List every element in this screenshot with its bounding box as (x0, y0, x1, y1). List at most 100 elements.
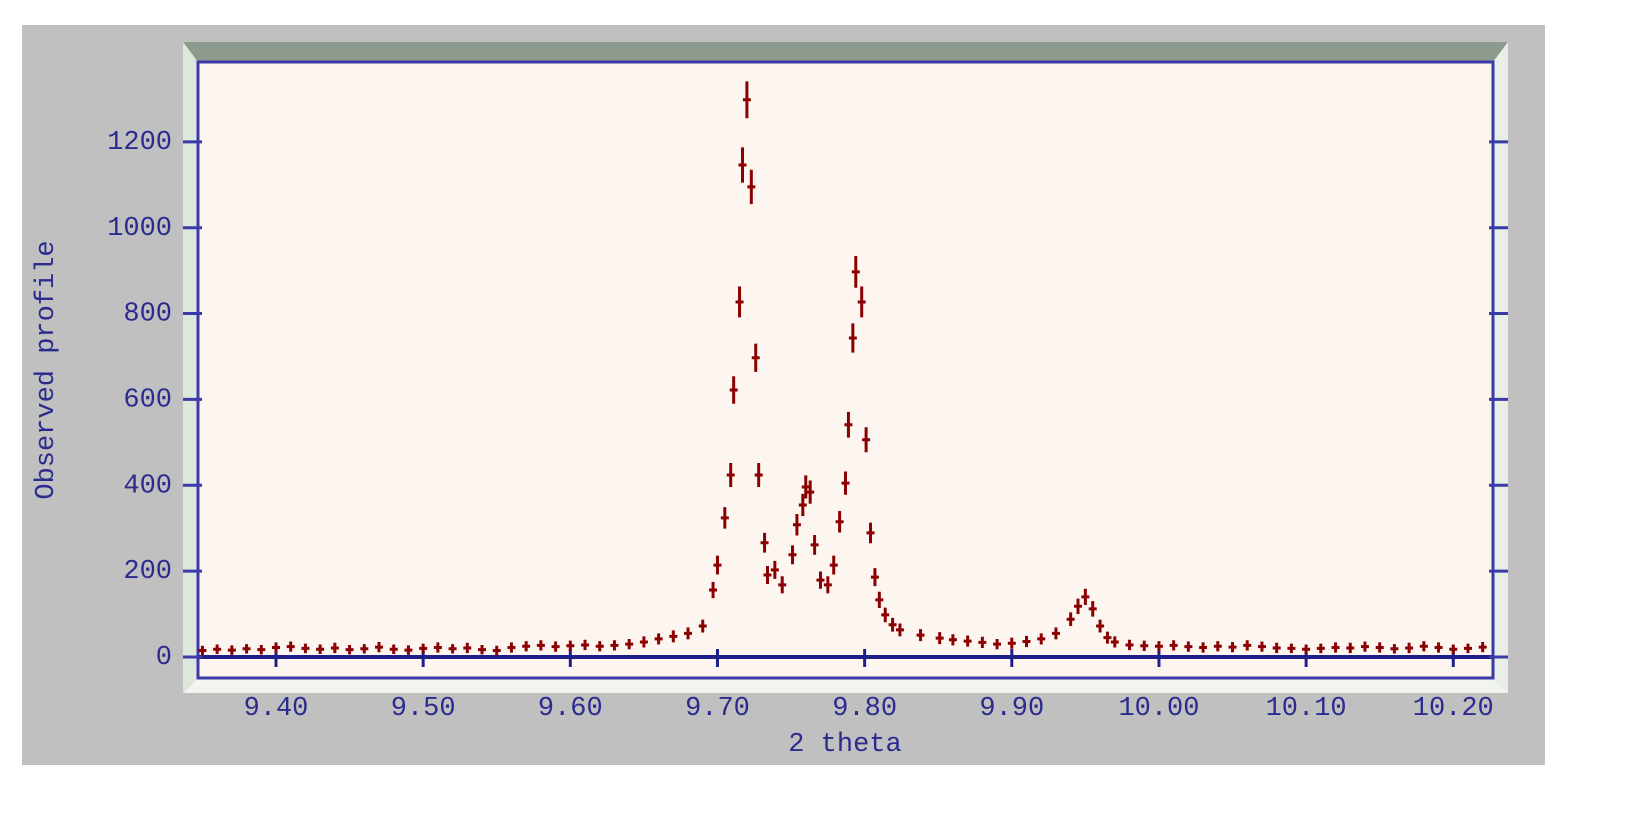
data-point (360, 644, 369, 654)
data-point (213, 644, 222, 654)
data-point (806, 480, 815, 504)
data-point (816, 571, 825, 589)
y-tick-label: 600 (123, 386, 172, 416)
data-point (829, 555, 838, 575)
x-tick-label: 10.10 (1266, 694, 1347, 724)
data-point (792, 514, 801, 536)
data-point (1390, 644, 1399, 654)
data-point (1110, 636, 1119, 648)
data-point (1199, 642, 1208, 653)
data-point (507, 642, 516, 653)
data-point (851, 256, 860, 288)
data-point (610, 640, 619, 651)
data-point (375, 641, 384, 653)
y-tick-label: 200 (123, 557, 172, 587)
data-point (1478, 641, 1487, 653)
data-point (566, 640, 575, 651)
data-point (1287, 643, 1296, 654)
data-point (1184, 641, 1193, 652)
data-point (778, 576, 787, 594)
data-point (729, 376, 738, 404)
data-point (875, 591, 884, 609)
data-point (1169, 640, 1178, 651)
data-point (1316, 643, 1325, 654)
data-point (433, 642, 442, 653)
data-point (801, 475, 810, 499)
data-point (1081, 588, 1090, 606)
data-point (1346, 642, 1355, 654)
data-point (684, 627, 693, 640)
data-point (848, 323, 857, 353)
data-point (798, 493, 807, 517)
frame-right (1493, 42, 1508, 693)
y-tick-label: 400 (123, 471, 172, 501)
data-point (1103, 631, 1112, 644)
y-tick-label: 1200 (107, 128, 172, 158)
data-point (835, 511, 844, 533)
data-point (625, 638, 634, 650)
x-axis-title: 2 theta (788, 730, 901, 760)
data-point (720, 507, 729, 529)
data-point (242, 644, 251, 654)
data-point (763, 565, 772, 584)
data-point (1066, 612, 1075, 627)
x-tick-label: 9.50 (391, 694, 456, 724)
data-point (698, 619, 707, 633)
data-point (1419, 641, 1428, 652)
data-point (448, 644, 457, 654)
data-point (1434, 642, 1443, 653)
data-point (935, 632, 944, 645)
data-point (463, 642, 472, 654)
data-point (595, 641, 604, 652)
x-tick-label: 9.90 (979, 694, 1044, 724)
x-tick-label: 9.60 (538, 694, 603, 724)
data-point (1375, 642, 1384, 653)
data-point (1007, 637, 1016, 649)
data-point (993, 638, 1002, 650)
data-point (823, 576, 832, 594)
data-point (948, 634, 957, 646)
data-point (419, 643, 428, 654)
data-point (916, 629, 925, 642)
data-point (1243, 640, 1252, 651)
data-point (1140, 640, 1149, 651)
data-point (963, 635, 972, 647)
data-point (760, 532, 769, 553)
data-point (522, 641, 531, 652)
data-point (1022, 635, 1031, 648)
data-point (1213, 641, 1222, 652)
data-point (1257, 641, 1266, 652)
data-point (735, 286, 744, 318)
data-point (1360, 641, 1369, 652)
frame-top (183, 42, 1508, 62)
x-tick-label: 9.40 (244, 694, 309, 724)
data-point (478, 644, 487, 655)
data-point (841, 471, 850, 495)
data-point (1154, 641, 1163, 652)
data-point (726, 462, 735, 487)
data-point (257, 644, 266, 655)
data-point (742, 81, 751, 119)
data-point (198, 645, 207, 656)
data-point (895, 623, 904, 637)
y-tick-label: 0 (156, 643, 172, 673)
data-point (1463, 643, 1472, 654)
data-point (747, 169, 756, 205)
data-point (754, 462, 763, 487)
x-tick-label: 9.80 (832, 694, 897, 724)
y-axis-title: Observed profile (32, 240, 62, 499)
data-point (551, 641, 560, 652)
data-point (1037, 633, 1046, 645)
data-point (1096, 619, 1105, 633)
data-point (888, 617, 897, 632)
data-point (345, 644, 354, 655)
data-point (1449, 644, 1458, 654)
data-point (870, 568, 879, 587)
frame-left (183, 42, 198, 693)
data-point (713, 555, 722, 575)
data-point (271, 642, 280, 653)
plot-area (196, 60, 1495, 680)
data-point (669, 630, 678, 643)
data-point (862, 427, 871, 453)
